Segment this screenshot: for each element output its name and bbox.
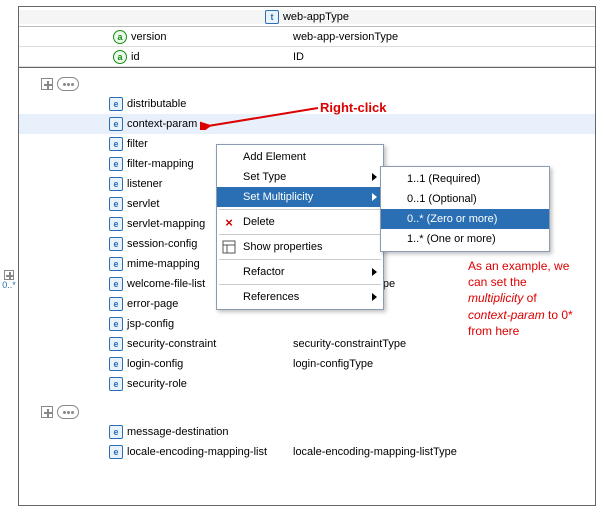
element-icon: e xyxy=(109,257,123,271)
element-name: mime-mapping xyxy=(127,258,200,270)
element-name: message-destination xyxy=(127,426,229,438)
type-title: t web-appType xyxy=(19,10,595,24)
element-icon: e xyxy=(109,357,123,371)
attr-type: ID xyxy=(289,51,595,63)
menu-references[interactable]: References xyxy=(217,287,383,307)
mult-zero-or-more[interactable]: 0..* (Zero or more) xyxy=(381,209,549,229)
element-icon: e xyxy=(109,137,123,151)
delete-icon: × xyxy=(221,214,237,230)
element-name: jsp-config xyxy=(127,318,174,330)
element-icon: e xyxy=(109,177,123,191)
element-name: context-param xyxy=(127,118,197,130)
element-icon: e xyxy=(109,445,123,459)
element-row[interactable]: e login-config login-configType xyxy=(19,354,595,374)
attr-type: web-app-versionType xyxy=(289,31,595,43)
mult-optional[interactable]: 0..1 (Optional) xyxy=(381,189,549,209)
element-icon: e xyxy=(109,217,123,231)
sequence-group[interactable] xyxy=(19,402,595,422)
element-name: servlet-mapping xyxy=(127,218,205,230)
element-name: listener xyxy=(127,178,162,190)
attr-name: id xyxy=(131,51,140,63)
element-row[interactable]: e locale-encoding-mapping-list locale-enco… xyxy=(19,442,595,462)
attribute-row[interactable]: aid ID xyxy=(19,47,595,67)
element-row[interactable]: e security-role xyxy=(19,374,595,394)
menu-set-type[interactable]: Set Type xyxy=(217,167,383,187)
attribute-icon: a xyxy=(113,50,127,64)
element-name: login-config xyxy=(127,358,183,370)
menu-delete[interactable]: ×Delete xyxy=(217,212,383,232)
annotation-right-click: Right-click xyxy=(320,100,386,115)
element-icon: e xyxy=(109,197,123,211)
element-name: locale-encoding-mapping-list xyxy=(127,446,267,458)
element-icon: e xyxy=(109,157,123,171)
element-name: security-role xyxy=(127,378,187,390)
element-name: error-page xyxy=(127,298,178,310)
menu-show-properties[interactable]: Show properties xyxy=(217,237,383,257)
sequence-icon xyxy=(57,77,79,91)
attribute-icon: a xyxy=(113,30,127,44)
sequence-group[interactable] xyxy=(19,74,595,94)
annotation-arrow xyxy=(200,102,320,130)
multiplicity-side-badge: 0..* xyxy=(0,270,18,290)
attr-name: version xyxy=(131,31,166,43)
element-name: welcome-file-list xyxy=(127,278,205,290)
element-type: locale-encoding-mapping-listType xyxy=(289,446,595,458)
element-icon: e xyxy=(109,277,123,291)
element-name: servlet xyxy=(127,198,159,210)
element-icon: e xyxy=(109,317,123,331)
complextype-icon: t xyxy=(265,10,279,24)
element-icon: e xyxy=(109,117,123,131)
element-name: session-config xyxy=(127,238,197,250)
menu-set-multiplicity[interactable]: Set Multiplicity xyxy=(217,187,383,207)
element-name: filter xyxy=(127,138,148,150)
element-type: security-constraintType xyxy=(289,338,595,350)
element-row[interactable]: e message-destination xyxy=(19,422,595,442)
annotation-note: As an example, we can set the multiplici… xyxy=(468,258,598,339)
element-icon: e xyxy=(109,337,123,351)
attribute-row[interactable]: a version web-app-versionType xyxy=(19,27,595,47)
element-name: security-constraint xyxy=(127,338,216,350)
element-name: filter-mapping xyxy=(127,158,194,170)
element-name: distributable xyxy=(127,98,186,110)
menu-refactor[interactable]: Refactor xyxy=(217,262,383,282)
properties-icon xyxy=(221,239,237,255)
element-icon: e xyxy=(109,237,123,251)
type-title-text: web-appType xyxy=(283,11,349,23)
element-type: login-configType xyxy=(289,358,595,370)
mult-required[interactable]: 1..1 (Required) xyxy=(381,169,549,189)
expand-icon[interactable] xyxy=(41,406,53,418)
context-menu: Add Element Set Type Set Multiplicity ×D… xyxy=(216,144,384,310)
element-icon: e xyxy=(109,377,123,391)
multiplicity-submenu: 1..1 (Required) 0..1 (Optional) 0..* (Ze… xyxy=(380,166,550,252)
expand-icon[interactable] xyxy=(41,78,53,90)
element-icon: e xyxy=(109,297,123,311)
sequence-icon xyxy=(57,405,79,419)
element-icon: e xyxy=(109,425,123,439)
element-icon: e xyxy=(109,97,123,111)
mult-one-or-more[interactable]: 1..* (One or more) xyxy=(381,229,549,249)
menu-add-element[interactable]: Add Element xyxy=(217,147,383,167)
